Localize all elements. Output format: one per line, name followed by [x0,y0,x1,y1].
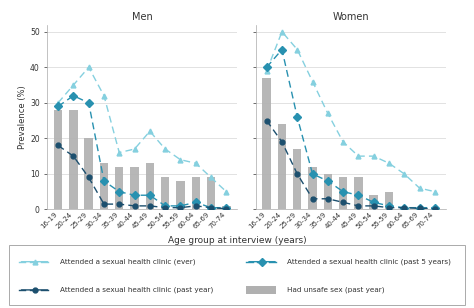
Bar [54,110,62,209]
Bar [370,195,378,209]
Bar [115,167,123,209]
Bar [130,167,139,209]
Bar [246,286,276,294]
Text: Attended a sexual health clinic (past 5 years): Attended a sexual health clinic (past 5 … [287,258,451,265]
Title: Women: Women [332,12,369,22]
Bar [191,177,200,209]
Text: Age group at interview (years): Age group at interview (years) [168,236,306,245]
Bar [263,78,271,209]
Bar [339,177,347,209]
Text: Attended a sexual health clinic (ever): Attended a sexual health clinic (ever) [60,258,195,265]
Y-axis label: Prevalence (%): Prevalence (%) [18,85,27,149]
Bar [431,208,439,209]
Bar [146,163,154,209]
Text: Attended a sexual health clinic (past year): Attended a sexual health clinic (past ye… [60,287,213,293]
Bar [207,177,215,209]
Bar [84,138,93,209]
Bar [176,181,185,209]
Bar [100,163,108,209]
Bar [385,192,393,209]
Bar [324,174,332,209]
Title: Men: Men [132,12,153,22]
Bar [308,167,317,209]
Bar [293,149,301,209]
Bar [161,177,169,209]
Bar [415,208,424,209]
Text: Had unsafe sex (past year): Had unsafe sex (past year) [287,287,384,293]
Bar [278,124,286,209]
Bar [222,206,230,209]
Bar [354,177,363,209]
Bar [69,110,78,209]
FancyBboxPatch shape [9,245,465,305]
Bar [400,208,409,209]
